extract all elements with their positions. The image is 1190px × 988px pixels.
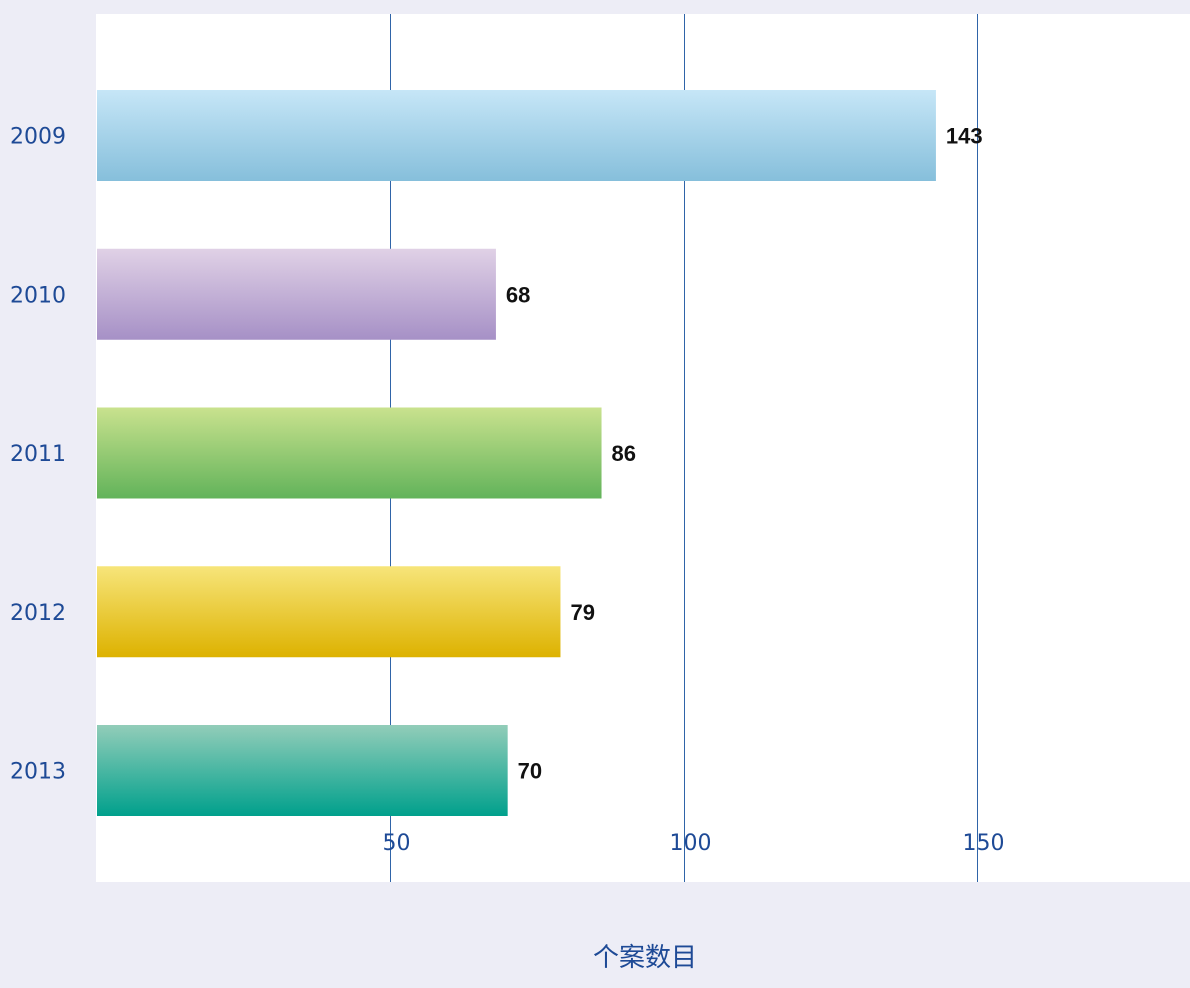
x-axis-title: 个案数目 [593,943,697,973]
value-label-2013: 70 [518,759,542,784]
value-label-2011: 86 [612,441,636,466]
value-label-2012: 79 [570,600,594,625]
category-label-2010: 2010 [10,283,66,308]
x-tick-label: 50 [383,831,411,856]
bar-2011 [97,407,602,499]
bar-2010 [97,248,496,340]
bar-2009 [97,90,936,181]
category-label-2011: 2011 [10,442,66,467]
x-tick-label: 100 [670,831,712,856]
bars [97,90,936,816]
value-label-2009: 143 [946,124,983,149]
category-label-2009: 2009 [10,125,66,150]
category-label-2012: 2012 [10,601,66,626]
x-tick-labels: 50 100 150 [383,831,1005,856]
bar-2013 [97,725,508,816]
category-label-2013: 2013 [10,760,66,785]
value-labels: 143 68 86 79 70 [506,124,983,784]
category-labels: 2009 2010 2011 2012 2013 [10,125,66,785]
value-label-2010: 68 [506,282,530,307]
bar-2012 [97,566,561,658]
x-tick-label: 150 [963,831,1005,856]
